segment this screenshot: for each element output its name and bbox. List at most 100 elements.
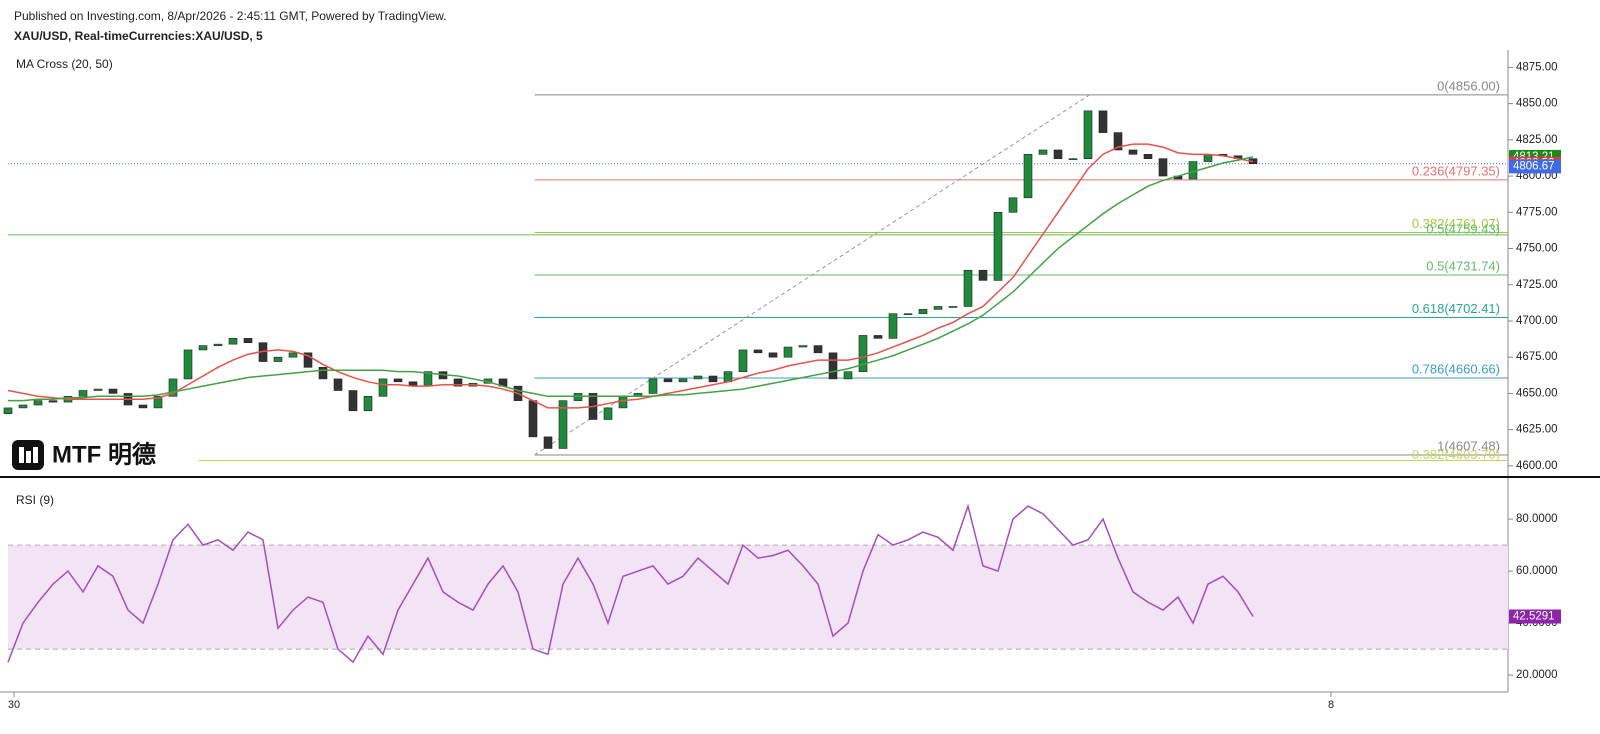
candle: [768, 352, 778, 358]
price-label: 4806.67: [1513, 160, 1555, 172]
y-tick-label: 80.0000: [1516, 513, 1558, 525]
y-tick-label: 4725.00: [1516, 279, 1558, 291]
candle: [843, 371, 853, 380]
candle: [213, 343, 223, 346]
fib-label: 1(4607.48): [1437, 438, 1500, 453]
y-tick-label: 4600.00: [1516, 460, 1558, 472]
rsi-title: RSI (9): [16, 493, 54, 507]
candle: [378, 378, 388, 397]
candle: [393, 378, 403, 383]
candle: [693, 375, 703, 380]
rsi-line: [7, 503, 1254, 664]
symbol: XAU/USD, Real-timeCurrencies:XAU/USD, 5: [14, 29, 263, 43]
candle: [873, 335, 883, 339]
y-tick-label: 4850.00: [1516, 98, 1558, 110]
candle: [798, 345, 808, 348]
moving-average: [8, 156, 1254, 402]
candle: [603, 407, 613, 420]
candle: [93, 388, 103, 391]
candle: [918, 309, 928, 315]
candle: [288, 352, 298, 358]
candle: [708, 375, 718, 383]
candle: [888, 313, 898, 339]
moving-average: [7, 143, 1254, 409]
fib-trendline: [534, 94, 1090, 456]
candle: [1128, 149, 1138, 155]
logo-icon: [19, 447, 24, 463]
candle: [243, 338, 253, 343]
candle: [1008, 197, 1018, 213]
published-note: Published on Investing.com, 8/Apr/2026 -…: [14, 9, 446, 23]
candle: [1038, 149, 1048, 155]
y-tick-label: 4775.00: [1516, 206, 1558, 218]
fib-label: 0.618(4702.41): [1412, 301, 1500, 316]
fib-label: 0.382(4761.07): [1412, 216, 1500, 231]
candle: [528, 400, 538, 438]
candle: [858, 335, 868, 372]
candle: [558, 400, 568, 449]
candle: [648, 378, 658, 394]
price-label-box: [1509, 159, 1561, 174]
logo: MTF 明德: [12, 440, 156, 470]
indicator-title: MA Cross (20, 50): [16, 57, 113, 71]
candle: [1023, 154, 1033, 199]
candle: [1143, 154, 1153, 159]
fib-label: 0.236(4797.35): [1412, 163, 1500, 178]
candle: [828, 352, 838, 380]
candle: [303, 352, 313, 368]
candle: [1203, 154, 1213, 162]
candle: [813, 345, 823, 354]
candle: [3, 407, 13, 414]
candle: [348, 390, 358, 412]
candle: [48, 400, 58, 403]
candle: [1158, 158, 1168, 177]
x-tick-label: 30: [8, 699, 20, 711]
price-label: 42.5291: [1513, 611, 1555, 623]
candle: [183, 349, 193, 380]
fib-label: 0.5(4759.43): [1426, 221, 1500, 236]
candle: [228, 338, 238, 345]
candle: [108, 388, 118, 394]
y-tick-label: 4750.00: [1516, 243, 1558, 255]
candle: [978, 269, 988, 281]
y-tick-label: 4625.00: [1516, 424, 1558, 436]
candle: [318, 367, 328, 380]
fib-label: 0.382(4603.70): [1412, 447, 1500, 462]
y-tick-label: 4700.00: [1516, 315, 1558, 327]
logo-icon: [33, 447, 38, 463]
y-tick-label: 4650.00: [1516, 387, 1558, 399]
y-tick-label: 4875.00: [1516, 61, 1558, 73]
candle: [903, 313, 913, 316]
candle: [18, 404, 28, 409]
candle: [168, 378, 178, 397]
candle: [153, 396, 163, 409]
candle: [753, 349, 763, 354]
candle: [738, 349, 748, 372]
fib-label: 0(4856.00): [1437, 78, 1500, 93]
candle: [78, 390, 88, 397]
y-tick-label: 4675.00: [1516, 351, 1558, 363]
candle: [138, 404, 148, 409]
y-tick-label: 4825.00: [1516, 134, 1558, 146]
fib-label: 0.5(4731.74): [1426, 258, 1500, 273]
candle: [783, 346, 793, 358]
candle: [1053, 149, 1063, 159]
candle: [948, 306, 958, 308]
candle: [273, 356, 283, 362]
candle: [363, 396, 373, 412]
candle: [678, 378, 688, 383]
logo-text: MTF 明德: [52, 440, 156, 468]
y-tick-label: 20.0000: [1516, 669, 1558, 681]
candle: [663, 378, 673, 383]
candle: [1098, 110, 1108, 133]
candle: [933, 306, 943, 310]
y-tick-label: 60.0000: [1516, 565, 1558, 577]
candle: [1083, 110, 1093, 159]
fib-label: 0.786(4660.66): [1412, 361, 1500, 376]
rsi-band: [8, 545, 1508, 650]
logo-icon: [26, 451, 31, 463]
candle: [1068, 158, 1078, 160]
candle: [993, 211, 1003, 281]
candle: [453, 378, 463, 387]
